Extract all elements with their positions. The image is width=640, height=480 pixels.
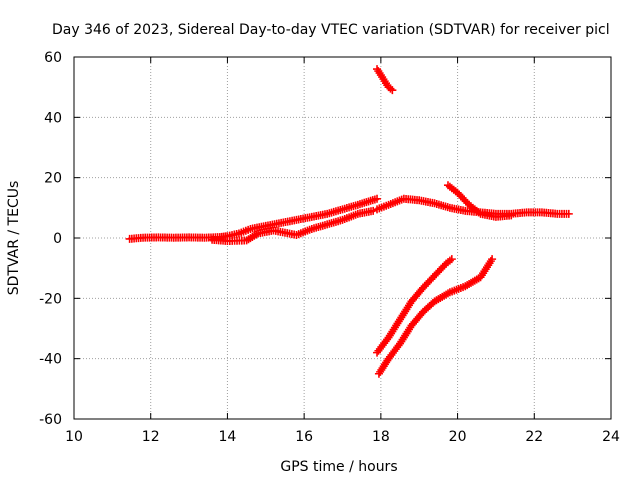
x-axis-label: GPS time / hours [280, 459, 397, 475]
y-tick-label: 40 [44, 110, 62, 126]
x-tick-label: 10 [65, 429, 83, 445]
x-tick-label: 20 [449, 429, 467, 445]
data-series [125, 65, 573, 378]
x-axis-ticks: 10 12 14 16 18 20 22 24 [65, 57, 620, 445]
y-axis-label: SDTVAR / TECUs [6, 181, 22, 296]
y-tick-label: -40 [39, 352, 62, 368]
data-point [488, 255, 497, 264]
series-main-track-lower-band [208, 206, 378, 246]
data-point [373, 194, 382, 203]
y-tick-label: 60 [44, 50, 62, 66]
y-axis-ticks: -60 -40 -20 0 20 40 60 [39, 50, 611, 428]
chart-title: Day 346 of 2023, Sidereal Day-to-day VTE… [52, 22, 610, 38]
data-point [388, 86, 397, 95]
series-high-segment [373, 65, 397, 95]
data-point [447, 255, 456, 264]
x-tick-label: 24 [602, 429, 620, 445]
x-tick-label: 14 [219, 429, 237, 445]
x-tick-label: 16 [295, 429, 313, 445]
series-descending-arc [443, 181, 516, 221]
y-tick-label: -20 [39, 291, 62, 307]
data-point [369, 206, 378, 215]
y-tick-label: 20 [44, 171, 62, 187]
y-tick-label: 0 [53, 231, 62, 247]
series-rising-arc-upper [373, 255, 456, 357]
y-tick-label: -60 [39, 412, 62, 428]
x-tick-label: 12 [142, 429, 160, 445]
x-tick-label: 22 [525, 429, 543, 445]
data-point [507, 211, 516, 220]
data-point [564, 209, 573, 218]
x-tick-label: 18 [372, 429, 390, 445]
series-rising-arc-lower [374, 255, 497, 378]
